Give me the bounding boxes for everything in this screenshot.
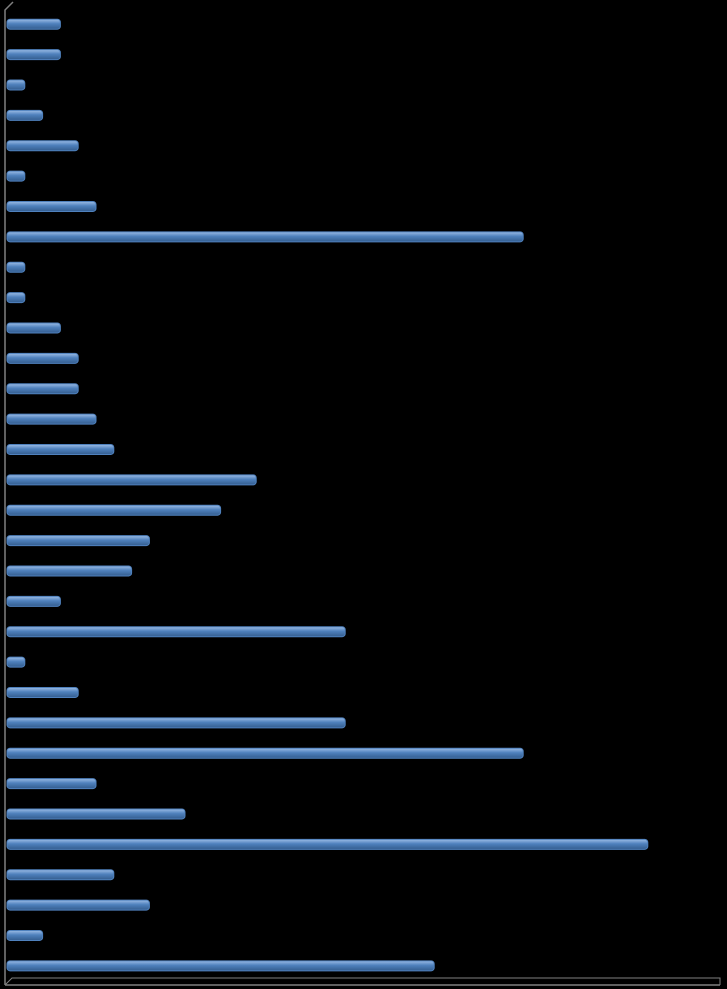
bar bbox=[6, 808, 186, 820]
floor-edge bbox=[4, 977, 721, 986]
bar bbox=[6, 778, 97, 790]
bar bbox=[6, 200, 97, 212]
bar bbox=[6, 717, 346, 729]
bar bbox=[6, 929, 44, 941]
bar bbox=[6, 322, 61, 334]
bar bbox=[6, 595, 61, 607]
bar bbox=[6, 109, 44, 121]
y-axis bbox=[4, 1, 14, 985]
bar bbox=[6, 686, 79, 698]
bar bbox=[6, 231, 524, 243]
bar bbox=[6, 261, 26, 273]
bar bbox=[6, 49, 61, 61]
bar bbox=[6, 656, 26, 668]
bar bbox=[6, 443, 115, 455]
bar bbox=[6, 747, 524, 759]
bar bbox=[6, 626, 346, 638]
bar bbox=[6, 565, 133, 577]
bar bbox=[6, 18, 61, 30]
bar bbox=[6, 474, 257, 486]
bar bbox=[6, 292, 26, 304]
bar bbox=[6, 140, 79, 152]
bar bbox=[6, 960, 435, 972]
bar bbox=[6, 899, 150, 911]
bar bbox=[6, 504, 222, 516]
bar bbox=[6, 413, 97, 425]
bar bbox=[6, 170, 26, 182]
bar bbox=[6, 383, 79, 395]
bar bbox=[6, 869, 115, 881]
bar bbox=[6, 838, 649, 850]
bar bbox=[6, 535, 150, 547]
bar bbox=[6, 79, 26, 91]
bar bbox=[6, 352, 79, 364]
